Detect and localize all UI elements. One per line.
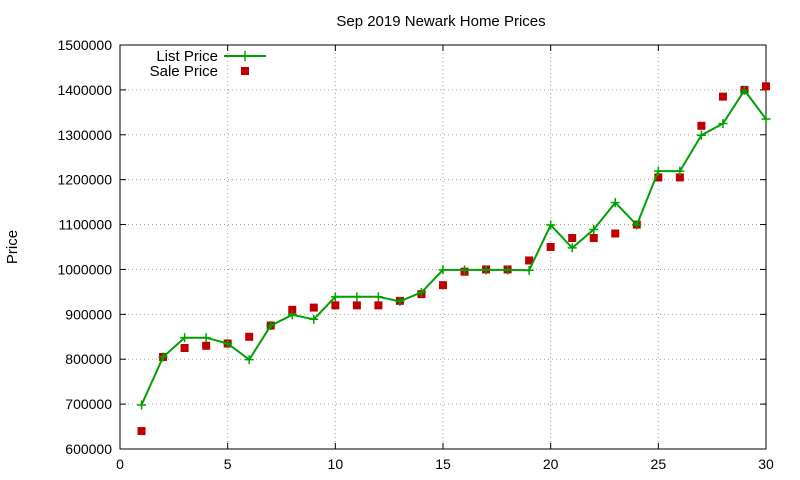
sale-price-point: [137, 427, 146, 436]
list-price-point: [718, 119, 728, 129]
x-tick-label: 0: [116, 456, 124, 472]
sale-price-point: [654, 173, 663, 182]
sale-price-point: [288, 305, 297, 314]
list-price-point: [352, 292, 362, 302]
list-price-point: [309, 314, 319, 324]
y-tick-label: 1400000: [57, 82, 112, 98]
list-price-point: [287, 310, 297, 320]
legend-label-list-price: List Price: [156, 48, 218, 65]
sale-price-point: [718, 92, 727, 101]
y-tick-label: 900000: [65, 306, 112, 322]
y-tick-label: 1200000: [57, 172, 112, 188]
x-tick-label: 30: [758, 456, 774, 472]
sale-price-point: [611, 229, 620, 238]
list-price-point: [675, 166, 685, 176]
chart-title: Sep 2019 Newark Home Prices: [336, 13, 545, 30]
list-price-point: [696, 130, 706, 140]
list-price-point: [653, 166, 663, 176]
list-price-point: [416, 287, 426, 297]
list-price-point: [524, 265, 534, 275]
sale-price-point: [589, 234, 598, 243]
y-tick-label: 1300000: [57, 127, 112, 143]
sale-price-point: [245, 332, 254, 341]
sale-price-point: [762, 82, 770, 91]
list-price-line: [140, 88, 767, 406]
sale-price-point: [309, 303, 318, 312]
y-tick-label: 1000000: [57, 261, 112, 277]
sale-price-point: [546, 243, 555, 251]
y-tick-label: 800000: [65, 351, 112, 367]
list-price-point: [546, 220, 556, 230]
list-price-point: [137, 400, 147, 410]
x-tick-label: 20: [543, 456, 559, 472]
sale-price-point: [439, 281, 447, 290]
list-price-point: [739, 85, 749, 95]
list-price-point: [180, 333, 190, 343]
sale-price-point: [374, 301, 383, 310]
list-price-point: [158, 352, 168, 362]
y-tick-label: 1100000: [59, 217, 113, 233]
sale-price-point: [568, 234, 577, 243]
list-price-point: [761, 114, 771, 124]
list-price-point: [610, 198, 620, 208]
list-price-point: [589, 224, 599, 234]
list-price-point: [373, 292, 383, 302]
list-price-point: [266, 321, 276, 331]
y-tick-label: 600000: [65, 441, 112, 457]
list-price-point: [201, 333, 211, 343]
list-price-point: [330, 292, 340, 302]
list-price-point: [567, 243, 577, 253]
list-price-point: [632, 220, 642, 230]
list-price-point: [503, 265, 513, 275]
x-tick-label: 10: [328, 456, 344, 472]
sale-price-point: [675, 173, 684, 182]
list-price-point: [438, 265, 448, 275]
x-tick-label: 5: [224, 456, 232, 472]
x-tick-label: 25: [651, 456, 667, 472]
sale-price-point: [331, 301, 340, 310]
y-tick-label: 1500000: [57, 37, 112, 53]
sale-price-point: [697, 121, 706, 130]
list-price-point: [244, 355, 254, 365]
list-price-point: [223, 339, 233, 349]
x-tick-label: 15: [435, 456, 451, 472]
grid-lines: [120, 45, 766, 449]
legend-marker-list-price: [240, 51, 250, 61]
sale-price-point: [352, 301, 361, 310]
y-tick-label: 700000: [65, 396, 112, 412]
axis-ticks: 600000 700000 800000 900000 1000000 1100000 12…: [57, 37, 774, 472]
legend-label-sale-price: Sale Price: [150, 63, 218, 80]
sale-price-point: [202, 341, 211, 350]
series: [137, 82, 771, 436]
legend: List Price Sale Price: [150, 48, 266, 80]
sale-price-point: [180, 344, 189, 352]
list-price-point: [460, 265, 470, 275]
list-price-point: [395, 296, 405, 306]
list-price-point: [481, 265, 491, 275]
sale-price-point: [525, 256, 534, 265]
legend-marker-sale-price: [241, 67, 249, 75]
y-axis-label: Price: [4, 230, 21, 264]
